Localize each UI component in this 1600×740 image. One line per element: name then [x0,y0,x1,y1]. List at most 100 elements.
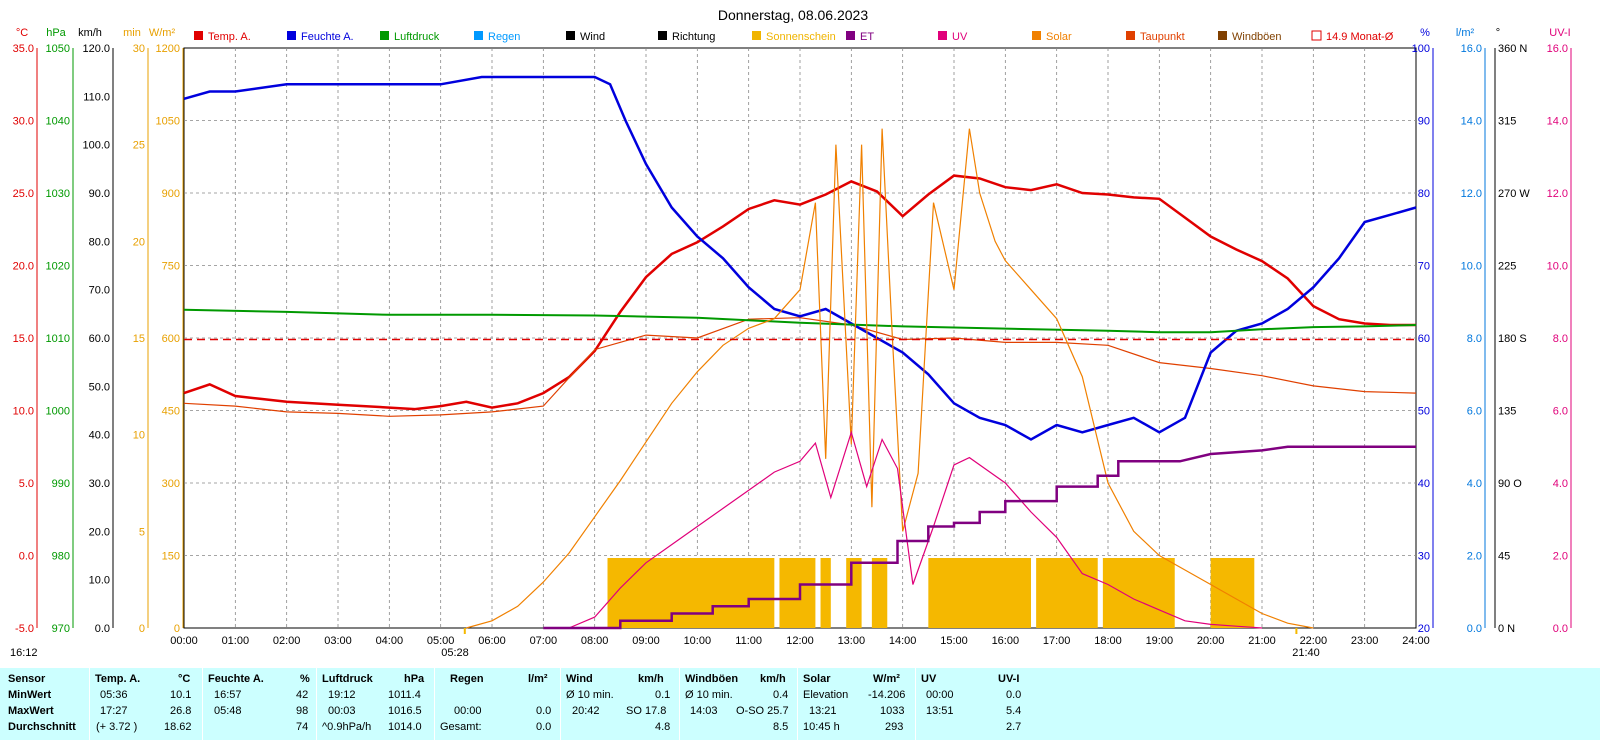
sunshine-bar [820,558,831,628]
sunshine-bar [1102,558,1175,628]
axis-tick-label: 450 [162,406,180,418]
uv-avg-value: 2.7 [1006,721,1022,733]
axis-tick-label: 60 [1418,333,1430,345]
rain-total-label: Gesamt: [440,721,482,733]
axis-tick-label: 150 [162,551,180,563]
legend-label: Solar [1046,31,1072,43]
axis-tick-label: 15.0 [13,333,34,345]
rain-unit: l/m² [528,673,548,685]
solar-max-value: 1033 [880,705,905,717]
x-tick-label: 10:00 [684,635,712,647]
row-label-min: MinWert [8,689,52,701]
axis-tick-label: 60.0 [89,333,110,345]
axis-tick-label: 110.0 [83,91,110,103]
x-tick-label: 23:00 [1351,635,1379,647]
axis-unit-label: UV-I [1549,27,1570,39]
axis-tick-label: 30.0 [89,478,110,490]
axis-tick-label: 225 [1498,261,1516,273]
legend-swatch [846,31,855,40]
series-temp-a- [183,174,1416,411]
sunrise-label: 05:28 [441,647,469,659]
gust-unit: km/h [760,673,786,685]
axis-tick-label: 10.0 [13,406,34,418]
press-min-value: 1011.4 [388,689,421,701]
axis-tick-label: 16.0 [1461,43,1482,55]
axis-unit-label: hPa [46,27,66,39]
uv-unit: UV-I [998,673,1020,685]
axis-tick-label: 20 [1418,623,1430,635]
press-min-time: 19:12 [328,689,356,701]
sunrise-marker [463,628,466,634]
axis-tick-label: 100 [1412,43,1430,55]
axis-tick-label: 0.0 [19,551,34,563]
legend-label: Richtung [672,31,715,43]
gust-avg-value: 8.5 [773,721,789,733]
axis-tick-label: 100.0 [82,140,110,152]
sunset-marker [1295,628,1298,634]
sunshine-bar [1036,558,1098,628]
row-label-max: MaxWert [8,705,54,717]
legend-swatch [1218,31,1227,40]
sunshine-bar [846,558,862,628]
axis-tick-label: 12.0 [1461,188,1482,200]
axes: °C 35.0 30.0 25.0 20.0 15.0 10.0 5.0 0.0 -5.0 hPa 1… [13,27,1572,635]
wind-min-label: Ø 10 min. [566,689,614,701]
axis-tick-label: 50.0 [89,381,110,393]
uv-max-time: 13:51 [926,705,954,717]
press-avg-value: 1014.0 [388,721,422,733]
hum-min-time: 16:57 [214,689,242,701]
axis-tick-label: 0 [174,623,180,635]
axis-tick-label: 970 [52,623,70,635]
x-tick-label: 03:00 [324,635,352,647]
legend-swatch [658,31,667,40]
axis-tick-label: 750 [162,261,180,273]
axis-tick-label: 8.0 [1553,333,1568,345]
series-uv [568,430,1263,629]
legend-label: Luftdruck [394,31,440,43]
x-tick-label: 22:00 [1300,635,1328,647]
sunshine-bar [779,558,816,628]
axis-tick-label: 4.0 [1467,478,1482,490]
axis-tick-label: 0 [139,623,145,635]
axis-tick-label: 35.0 [13,43,34,55]
legend-label: Windböen [1232,31,1282,43]
axis-unit-label: % [1420,27,1430,39]
legend-swatch [752,31,761,40]
temp-max-time: 17:27 [100,705,128,717]
axis-tick-label: 1020 [46,261,70,273]
axis-tick-label: -5.0 [15,623,34,635]
axis-tick-label: 270 W [1498,188,1530,200]
sunshine-bar [871,558,888,628]
legend: Temp. A. Feuchte A. Luftdruck Regen Wind Rich… [194,30,1394,43]
x-tick-label: 16:00 [992,635,1020,647]
row-label-avg: Durchschnitt [8,721,76,733]
gust-max-value: O-SO 25.7 [736,705,789,717]
x-tick-label: 24:00 [1402,635,1430,647]
legend-label: 14.9 Monat-Ø [1326,31,1394,43]
temp-max-value: 26.8 [170,705,192,717]
solar-min-value: -14.206 [868,689,906,701]
hum-unit: % [300,673,310,685]
axis-tick-label: 10.0 [89,575,110,587]
axis-tick-label: 990 [52,478,70,490]
solar-sun-hours: 10:45 h [803,721,840,733]
chart-title: Donnerstag, 08.06.2023 [718,7,868,23]
axis-tick-label: 300 [162,478,180,490]
temp-min-value: 10.1 [170,689,192,701]
axis-tick-label: 45 [1498,551,1510,563]
solar-unit: W/m² [873,673,900,685]
axis-tick-label: 15 [133,333,145,345]
wind-max-value: SO 17.8 [626,705,667,717]
axis-unit-label: min [123,27,141,39]
axis-tick-label: 16.0 [1547,43,1568,55]
axis-tick-label: 30 [1418,551,1430,563]
axis-unit-label: °C [16,27,28,39]
axis-tick-label: 360 N [1498,43,1527,55]
stats-table: Sensor MinWert MaxWert Durchschnitt Temp… [0,668,1600,740]
x-tick-label: 19:00 [1146,635,1174,647]
gust-min-label: Ø 10 min. [685,689,733,701]
x-tick-label: 09:00 [632,635,660,647]
axis-unit-label: km/h [78,27,102,39]
legend-swatch [938,31,947,40]
temp-header: Temp. A. [95,673,141,685]
